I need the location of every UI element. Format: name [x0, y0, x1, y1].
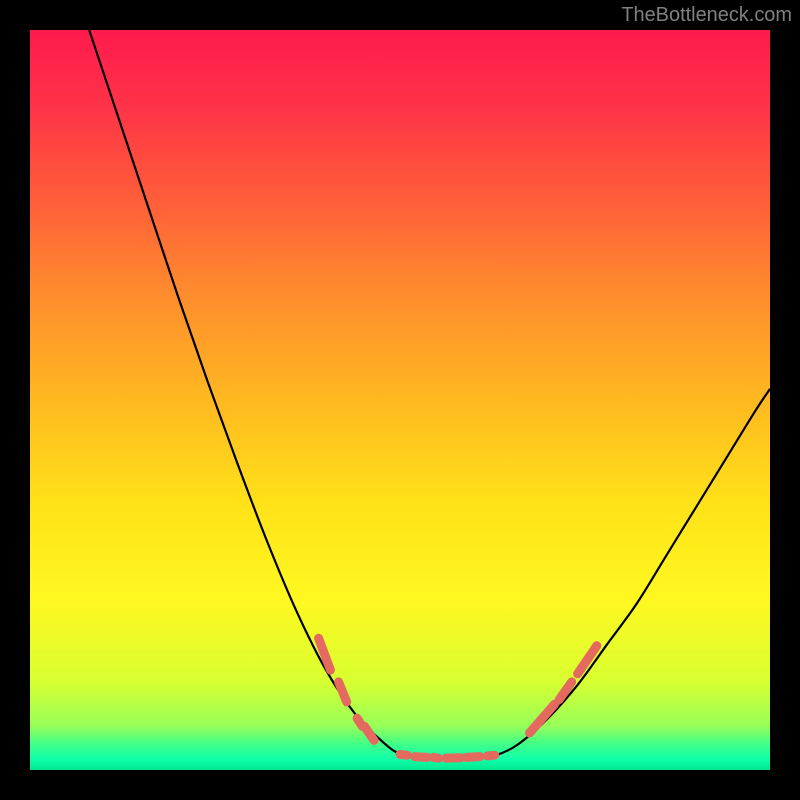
dash-segment	[415, 757, 428, 758]
dash-segment	[433, 757, 438, 758]
bottleneck-curve	[89, 30, 770, 758]
chart-curves-layer	[30, 30, 770, 770]
dash-segment	[559, 682, 572, 700]
dash-segment	[467, 757, 480, 758]
dash-overlay-group	[319, 638, 597, 758]
dash-segment	[530, 704, 555, 733]
dash-segment	[487, 755, 494, 756]
chart-plot-area	[30, 30, 770, 770]
dash-segment	[319, 638, 331, 670]
dash-segment	[578, 646, 597, 674]
dash-segment	[364, 726, 374, 740]
dash-segment	[339, 682, 347, 702]
watermark-text: TheBottleneck.com	[621, 4, 792, 27]
dash-segment	[400, 754, 407, 755]
